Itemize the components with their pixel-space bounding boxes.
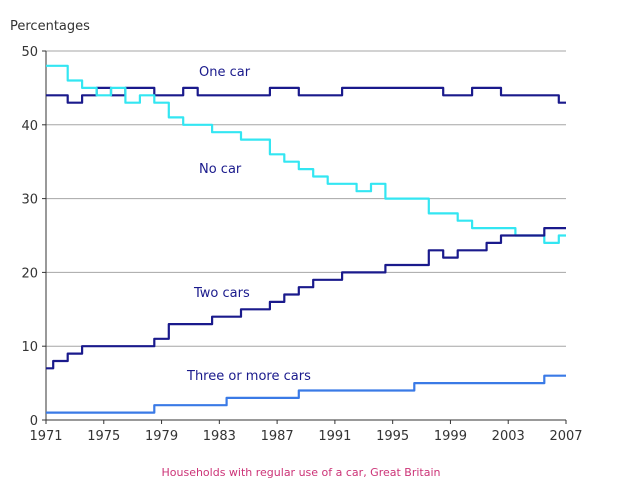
x-tick-label: 1999 (434, 429, 467, 444)
y-tick-label: 0 (30, 414, 38, 429)
x-tick-label: 1987 (261, 429, 294, 444)
series-label: One car (199, 65, 251, 80)
series-labels: One car No car Two cars Three or more cars (186, 65, 311, 384)
series-label: No car (199, 162, 242, 177)
x-tick-label: 1975 (87, 429, 120, 444)
y-tick-label: 40 (21, 119, 38, 134)
x-tick-label: 2007 (549, 429, 582, 444)
x-tick-label: 1971 (29, 429, 62, 444)
y-tick-label: 30 (21, 193, 38, 208)
series-label: Three or more cars (186, 369, 311, 384)
tick-labels: 0 10 20 30 40 50 1971 1975 1979 1983 1987 1991 1995 1… (21, 45, 582, 444)
x-tick-label: 1995 (376, 429, 409, 444)
x-tick-label: 1983 (203, 429, 236, 444)
grid-lines (46, 50, 566, 347)
x-tick-label: 1979 (145, 429, 178, 444)
y-tick-label: 50 (21, 45, 38, 60)
x-tick-label: 1991 (318, 429, 351, 444)
x-tick-label: 2003 (492, 429, 525, 444)
y-tick-label: 20 (21, 266, 38, 281)
series-line-one-car (46, 86, 566, 104)
y-tick-label: 10 (21, 340, 38, 355)
chart-caption: Households with regular use of a car, Gr… (161, 466, 440, 479)
series-lines (46, 64, 566, 414)
axes (42, 50, 567, 424)
series-line-three-or-more-cars (46, 374, 566, 414)
series-line-two-cars (46, 227, 566, 370)
series-line-no-car (46, 64, 566, 244)
series-label: Two cars (193, 286, 250, 301)
y-axis-label: Percentages (10, 19, 90, 34)
